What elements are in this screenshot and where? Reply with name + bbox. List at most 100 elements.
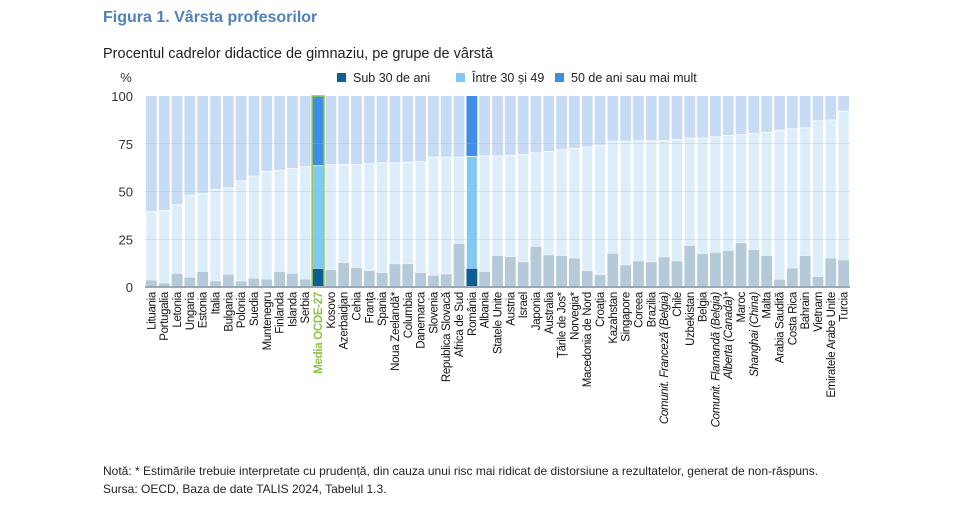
bar-50-plus [671,96,683,140]
bar-50-plus [146,96,157,212]
bar-under-30 [517,262,529,287]
bar-under-30 [684,245,696,287]
bar-under-30 [351,267,362,287]
note-text: Notă: * Estimările trebuie interpretate … [103,464,819,478]
y-tick-label: 25 [119,232,133,247]
x-tick-label: Turcia [839,291,851,322]
legend-label: Sub 30 de ani [353,71,430,85]
bar-under-30 [479,271,491,287]
bar-under-30 [222,274,234,287]
bar-30-49 [158,210,171,284]
x-tick-label: Italia [211,291,223,314]
bar-under-30 [825,258,837,287]
x-tick-label: Belgia [698,291,710,322]
bar-50-plus [274,96,285,171]
bar-under-30 [376,272,388,287]
x-tick-label: Vietnam [813,292,825,332]
bar-30-49 [760,131,773,257]
bar-30-49 [530,152,542,248]
x-tick-label: Alberta (Canada)* [723,291,735,380]
bar-50-plus [287,96,298,169]
bar-30-49 [619,140,632,266]
x-tick-label: Japonia [531,291,543,330]
bar-30-49 [209,189,222,282]
x-tick-label: Comunit. Flamandă (Belgia) [710,292,722,428]
bar-30-49 [440,156,453,275]
bar-30-49 [504,154,517,258]
x-tick-label: Kazahstan [608,292,620,344]
x-tick-label: Republica Slovacă [441,291,453,382]
x-tick-label: Israel [518,292,530,318]
bar-under-30 [171,273,183,287]
bar-under-30 [197,271,209,287]
x-tick-label: Serbia [300,291,312,323]
bar-30-49 [299,166,312,280]
x-tick-label: Africa de Sud [454,292,466,357]
x-tick-label: Spania [377,291,389,326]
x-tick-label: Croația [595,291,607,327]
bar-50-plus [838,96,849,112]
bar-50-plus [492,96,503,156]
x-tick-label: Estonia [198,291,210,328]
bar-30-49 [568,147,581,259]
x-tick-label: România [467,291,479,336]
bar-30-49 [273,170,286,273]
bar-50-plus [786,96,798,129]
bar-30-49 [812,120,824,278]
bar-30-49 [645,140,658,263]
bar-under-30 [415,272,426,287]
bar-under-30 [710,252,721,287]
legend-swatch [337,73,346,82]
bar-50-plus [235,96,247,181]
x-tick-label: Bahrain [800,292,812,330]
bar-under-30 [774,279,785,287]
x-tick-label: Polonia [236,291,248,328]
bar-under-30 [453,243,465,287]
bar-30-49 [184,194,196,278]
bar-30-49 [312,165,324,270]
bar-30-49 [658,140,670,258]
bar-50-plus [376,96,388,163]
bar-under-30 [363,270,375,287]
y-tick-label: 0 [126,280,133,295]
bar-50-plus [517,96,529,155]
bar-under-30 [492,255,503,287]
bar-50-plus [197,96,209,194]
x-tick-label: Austria [505,291,517,326]
bar-30-49 [466,155,478,270]
x-tick-label: Țările de Jos* [557,291,569,358]
bar-under-30 [312,268,324,287]
bar-under-30 [620,265,632,287]
bar-50-plus [607,96,619,142]
bar-50-plus [697,96,708,139]
bar-50-plus [633,96,644,141]
bar-30-49 [683,137,696,247]
bar-50-plus [453,96,465,158]
bar-50-plus [774,96,785,131]
bar-50-plus [171,96,183,205]
bar-under-30 [799,255,811,287]
x-tick-label: Malta [762,291,774,319]
bar-30-49 [632,140,645,262]
bar-30-49 [696,137,709,255]
bar-50-plus [658,96,670,141]
bar-under-30 [543,255,555,287]
x-tick-label: Shanghai (China) [749,292,761,377]
bar-under-30 [504,256,516,287]
legend-label: 50 de ani sau mai mult [571,71,697,85]
x-tick-label: Lituania [146,291,158,330]
x-tick-label: Muntenegru [262,292,274,350]
bar-50-plus [325,96,337,165]
bar-under-30 [697,253,708,287]
x-tick-label: Letonia [172,291,184,328]
x-tick-label: Media OCDE-27 [313,292,325,374]
bar-under-30 [248,278,260,287]
bar-under-30 [786,268,798,287]
bar-50-plus [479,96,491,156]
bar-under-30 [274,271,285,287]
bar-50-plus [812,96,824,121]
bar-30-49 [594,144,606,276]
bar-30-49 [491,155,504,257]
bar-50-plus [428,96,439,158]
bar-30-49 [337,164,350,264]
